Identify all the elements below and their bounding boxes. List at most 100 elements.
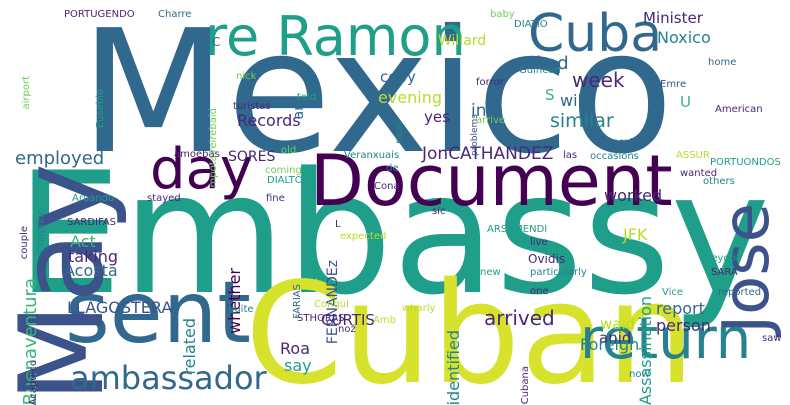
- word-week: week: [572, 68, 625, 92]
- word-person: person: [656, 316, 711, 335]
- word-assur: ASSUR: [676, 150, 710, 161]
- word-cuba: Cuba: [528, 4, 663, 64]
- word-sardifas: SARDIFAS: [67, 217, 116, 228]
- word-old: old: [281, 145, 297, 156]
- word-yes: yes: [424, 108, 450, 126]
- word-occasions: occasions: [590, 151, 639, 162]
- word-u: U: [680, 93, 691, 111]
- word-whether: whether: [225, 268, 244, 334]
- word-l: L: [335, 219, 341, 230]
- word-forror: forror: [476, 77, 504, 88]
- word-aruando: Aruando: [72, 193, 115, 204]
- word-veranxuais: Veranxuais: [344, 150, 400, 161]
- word-re-ramon: re Ramon: [205, 5, 466, 68]
- word-ambassador: ambassador: [70, 359, 267, 397]
- word-amoebas: amoebas: [174, 149, 220, 160]
- word-willard: Willard: [438, 33, 487, 49]
- word-sent: sent: [65, 263, 251, 363]
- word-de: de: [386, 163, 399, 174]
- word-dialto: DIALTO: [267, 175, 303, 186]
- word-arrive: arrive: [476, 115, 506, 126]
- word-assassination: Assassination: [636, 295, 655, 405]
- word-records: Records: [237, 111, 301, 130]
- word-baby: baby: [490, 9, 515, 20]
- word-related: related: [180, 318, 199, 375]
- word-seydor: Seydor: [705, 253, 740, 264]
- word-near: near: [394, 121, 405, 144]
- word-portuondos: PORTUONDOS: [710, 157, 781, 168]
- word-employed: employed: [15, 148, 105, 169]
- word-stayed: stayed: [147, 193, 181, 204]
- word-emre: Emre: [660, 79, 687, 90]
- word-minister: Minister: [643, 9, 703, 27]
- word-turistas: turistas: [233, 101, 271, 112]
- word-evening: evening: [378, 88, 443, 107]
- word-sthoras: STHORAS: [297, 313, 345, 324]
- word-noxico: Noxico: [657, 28, 711, 47]
- word-c: C: [212, 35, 221, 49]
- word-curtis: CURTIS: [321, 311, 375, 329]
- word-llagostera: LLAGOSTERA: [67, 298, 173, 317]
- word-told: told: [297, 92, 317, 103]
- word-wanted: wanted: [680, 168, 718, 179]
- word-cubana: Cubana: [520, 366, 531, 405]
- word-one: one: [530, 286, 549, 297]
- word-taking: taking: [68, 247, 119, 266]
- word-saw: saw: [762, 333, 782, 344]
- word-airport: airport: [21, 76, 32, 110]
- word-mexico: Mexico: [80, 0, 674, 192]
- word-diatio: DIATIO: [514, 19, 548, 30]
- word-now: now: [629, 369, 650, 380]
- word-home: home: [708, 57, 737, 68]
- word-worked: worked: [604, 186, 663, 205]
- word-identified: identified: [444, 329, 463, 405]
- word-similar: similar: [550, 110, 614, 132]
- word-act: Act: [70, 232, 96, 251]
- word-sara: SARA: [711, 267, 738, 278]
- word-coming: coming: [265, 165, 302, 176]
- word-asked: asked: [516, 53, 569, 74]
- word-expected: expected: [340, 231, 387, 242]
- word-mpotaireirebaid: mpotaireirebaid: [208, 108, 219, 188]
- word-jfk: JFK: [623, 225, 648, 244]
- word-s: S: [545, 86, 555, 104]
- word-arsamendi: ARSAMENDI: [487, 224, 548, 235]
- word-foreign: Foreign: [580, 335, 640, 354]
- word-las: las: [563, 150, 578, 161]
- word-new: new: [480, 267, 501, 278]
- word-info: info: [471, 101, 503, 121]
- word-roa: Roa: [280, 339, 310, 358]
- word-congul: Congul: [314, 299, 349, 310]
- word-acosta: Acosta: [64, 261, 118, 280]
- word-quite: quite: [228, 304, 254, 315]
- word-sic: sic: [432, 206, 446, 217]
- word-say: say: [284, 356, 312, 375]
- word-ovidis: Ovidis: [528, 252, 566, 266]
- word-guinean: Guinean: [519, 65, 561, 76]
- word-live: live: [530, 237, 548, 248]
- word-document: Document: [310, 140, 673, 222]
- word-reported: reported: [718, 287, 762, 298]
- word-amb: Amb: [373, 315, 396, 326]
- word-others: others: [703, 176, 735, 187]
- word-wharly: wharly: [402, 303, 436, 314]
- word-cuban: Cuban: [245, 253, 695, 405]
- word-acapulco: Acapulco: [28, 359, 39, 405]
- word-vice: Vice: [662, 287, 684, 298]
- word-american: American: [715, 104, 763, 115]
- word-arrived: arrived: [484, 306, 555, 330]
- word-waid: waid: [600, 315, 636, 333]
- word-cona: Cona: [374, 181, 400, 192]
- word-charre: Charre: [158, 9, 192, 20]
- word-no-: nož: [338, 324, 356, 335]
- word-copy: copy: [380, 68, 416, 86]
- word-return: return: [580, 307, 752, 372]
- word-portugendo: PORTUGENDO: [64, 9, 135, 20]
- word-next: next: [612, 137, 635, 148]
- word-nick: nick: [236, 71, 257, 82]
- word-day: day: [150, 137, 254, 202]
- word-anid: anid: [599, 329, 632, 347]
- word-couple: couple: [19, 226, 30, 260]
- word-fine: fine: [266, 193, 285, 204]
